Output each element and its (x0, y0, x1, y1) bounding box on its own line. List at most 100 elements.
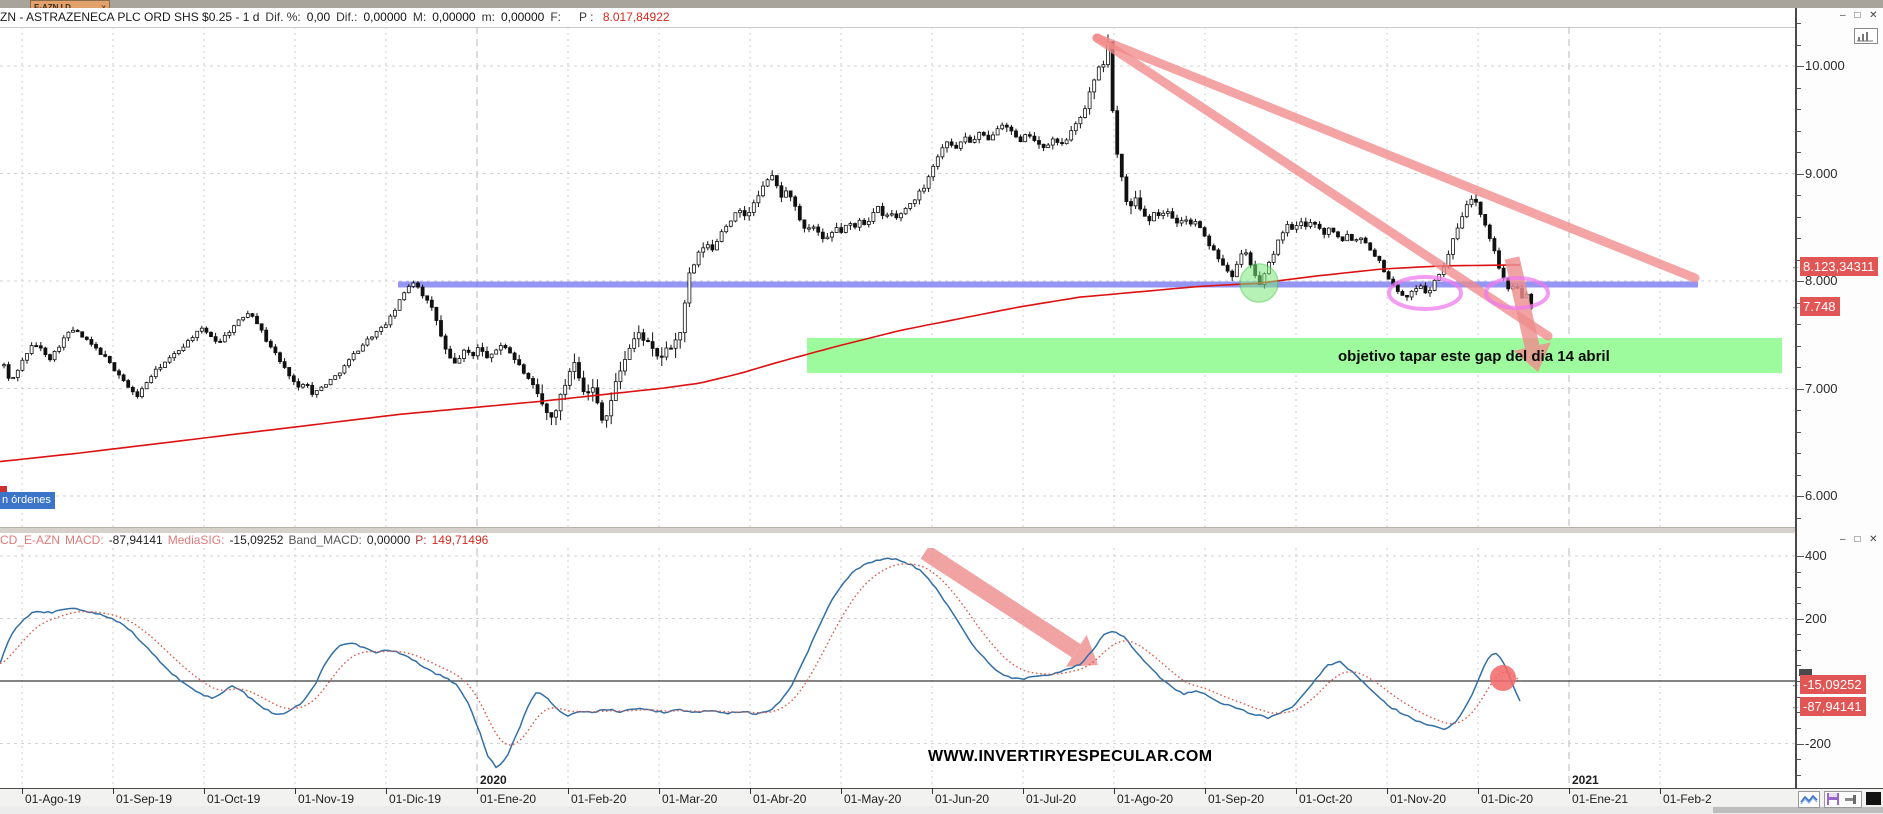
x-axis-tick (1114, 788, 1115, 794)
axis-tick (1797, 367, 1801, 368)
chart-settings-button[interactable] (1854, 28, 1878, 44)
macd-header-item: CD_E-AZN (0, 533, 61, 547)
gap-annotation-text: objetivo tapar este gap del dia 14 abril (1338, 348, 1610, 365)
macd-axis-label: -200 (1805, 735, 1832, 751)
x-axis-tick (477, 788, 478, 794)
axis-tick (1797, 474, 1801, 476)
time-axis[interactable]: 01-Ago-19 01-Sep-19 01-Oct-19 01-Nov-19 01-D… (0, 788, 1883, 807)
indicator-button[interactable] (1798, 791, 1820, 808)
x-axis-tick (1205, 788, 1206, 794)
breakdown-arrow (1504, 256, 1551, 372)
x-axis-label: 01-Ene-20 (480, 792, 537, 806)
orders-button[interactable]: n órdenes (0, 492, 55, 509)
year-label: 2020 (480, 773, 507, 787)
x-axis-tick (750, 788, 751, 794)
axis-tick (1797, 238, 1801, 239)
axis-tick (1797, 556, 1804, 557)
gridlines (0, 27, 1795, 788)
save-pin-icons (1827, 793, 1856, 805)
field-label: Dif.: (336, 10, 358, 24)
axis-tick (1797, 665, 1801, 667)
macd-header-item: -15,09252 (229, 533, 284, 547)
macd-signal-line (0, 563, 1521, 746)
price-axis-label: 6.000 (1805, 488, 1838, 503)
x-axis-label: 01-Dic-19 (389, 792, 442, 806)
p-label: P : (579, 10, 594, 24)
macd-line (0, 557, 1521, 769)
x-axis-label: 01-Jun-20 (935, 792, 990, 806)
x-axis-tick (22, 788, 23, 794)
x-axis-label: 01-Nov-19 (298, 792, 355, 806)
axis-tick (1797, 602, 1801, 604)
axis-tick (1797, 496, 1804, 497)
tab-label: E-AZN I D (34, 3, 71, 8)
axis-tick (1797, 759, 1801, 761)
axis-tick (1797, 195, 1801, 196)
macd-header-item: 149,71496 (431, 533, 489, 547)
x-axis-label: 01-Mar-20 (662, 792, 718, 806)
window-controls-price[interactable]: – □ ✕ (1840, 10, 1881, 21)
scrollbar-thumb[interactable] (1713, 807, 1883, 813)
x-axis-label: 01-Sep-20 (1208, 792, 1265, 806)
price-axis-label: 9.000 (1805, 165, 1838, 181)
horizontal-scrollbar[interactable] (0, 806, 1883, 814)
x-axis-tick (1296, 788, 1297, 794)
x-axis-label: 01-Jul-20 (1026, 792, 1077, 806)
axis-tick (1797, 431, 1801, 433)
pink-highlight-ellipse-1 (1387, 275, 1463, 311)
pink-highlight-ellipse-2 (1484, 276, 1550, 310)
window-controls-macd[interactable]: – □ ✕ (1840, 534, 1881, 545)
x-axis-tick (113, 788, 114, 794)
macd-header-item: -87,94141 (108, 533, 163, 547)
field-label: M: (412, 10, 427, 24)
tab-close-icon[interactable]: x (101, 3, 106, 8)
macd-down-arrow (920, 545, 1098, 667)
badge-arrow-icon: ← (1791, 260, 1800, 271)
x-axis-label: 01-Abr-20 (753, 792, 807, 806)
x-axis-tick (1660, 788, 1661, 794)
tab-strip (0, 0, 1883, 8)
axis-tick (1797, 281, 1804, 282)
x-axis-tick (295, 788, 296, 794)
x-axis-label: 01-Dic-20 (1481, 792, 1534, 806)
axis-tick (1797, 302, 1801, 304)
save-button[interactable] (1824, 791, 1862, 808)
field-value: 0,00 (306, 10, 331, 24)
macd-band-marker (1799, 669, 1812, 676)
axis-tick (1797, 618, 1804, 620)
black-square-icon[interactable] (1866, 792, 1881, 805)
axis-tick (1797, 649, 1801, 651)
axis-tick (1797, 87, 1801, 89)
macd-header-item: Band_MACD: (288, 533, 362, 547)
macd-axis-label: 200 (1805, 610, 1827, 626)
axis-tick (1797, 388, 1804, 390)
chart-tab[interactable]: E-AZN I D x (30, 0, 110, 8)
x-axis-label: 01-May-20 (844, 792, 902, 806)
axis-tick (1797, 66, 1804, 67)
axis-tick (1797, 727, 1801, 729)
field-label: F: (550, 10, 561, 24)
watermark-text: WWW.INVERTIRYESPECULAR.COM (928, 748, 1213, 765)
orders-marker-icon (0, 486, 7, 492)
x-axis-label: 01-Ago-20 (1117, 792, 1174, 806)
x-axis-tick (204, 788, 205, 794)
green-highlight-circle (1239, 263, 1279, 303)
macd-cross-dot (1490, 665, 1516, 691)
pin-icon (1845, 795, 1856, 804)
x-axis-tick (386, 788, 387, 794)
mini-chart-icon (1857, 32, 1873, 42)
field-value: 0,00000 (500, 10, 545, 24)
axis-tick (1797, 774, 1801, 776)
axis-tick (1797, 696, 1801, 698)
badge-arrow-icon: ← (1791, 678, 1800, 689)
field-value: 0,00000 (363, 10, 407, 24)
x-axis-tick (1023, 788, 1024, 794)
price-axis-column[interactable]: 10.000 9.000 8.000 7.000 6.000 400 200 -200 8.12… (1791, 8, 1883, 806)
price-badge: 7.748 ← (1791, 297, 1840, 317)
x-axis-tick (568, 788, 569, 794)
symbol-title: ZN - ASTRAZENECA PLC ORD SHS $0.25 - 1 d (0, 10, 260, 24)
x-axis-label: 01-Nov-20 (1390, 792, 1447, 806)
x-axis-label: 01-Ago-19 (25, 792, 82, 806)
axis-tick (1797, 634, 1801, 636)
